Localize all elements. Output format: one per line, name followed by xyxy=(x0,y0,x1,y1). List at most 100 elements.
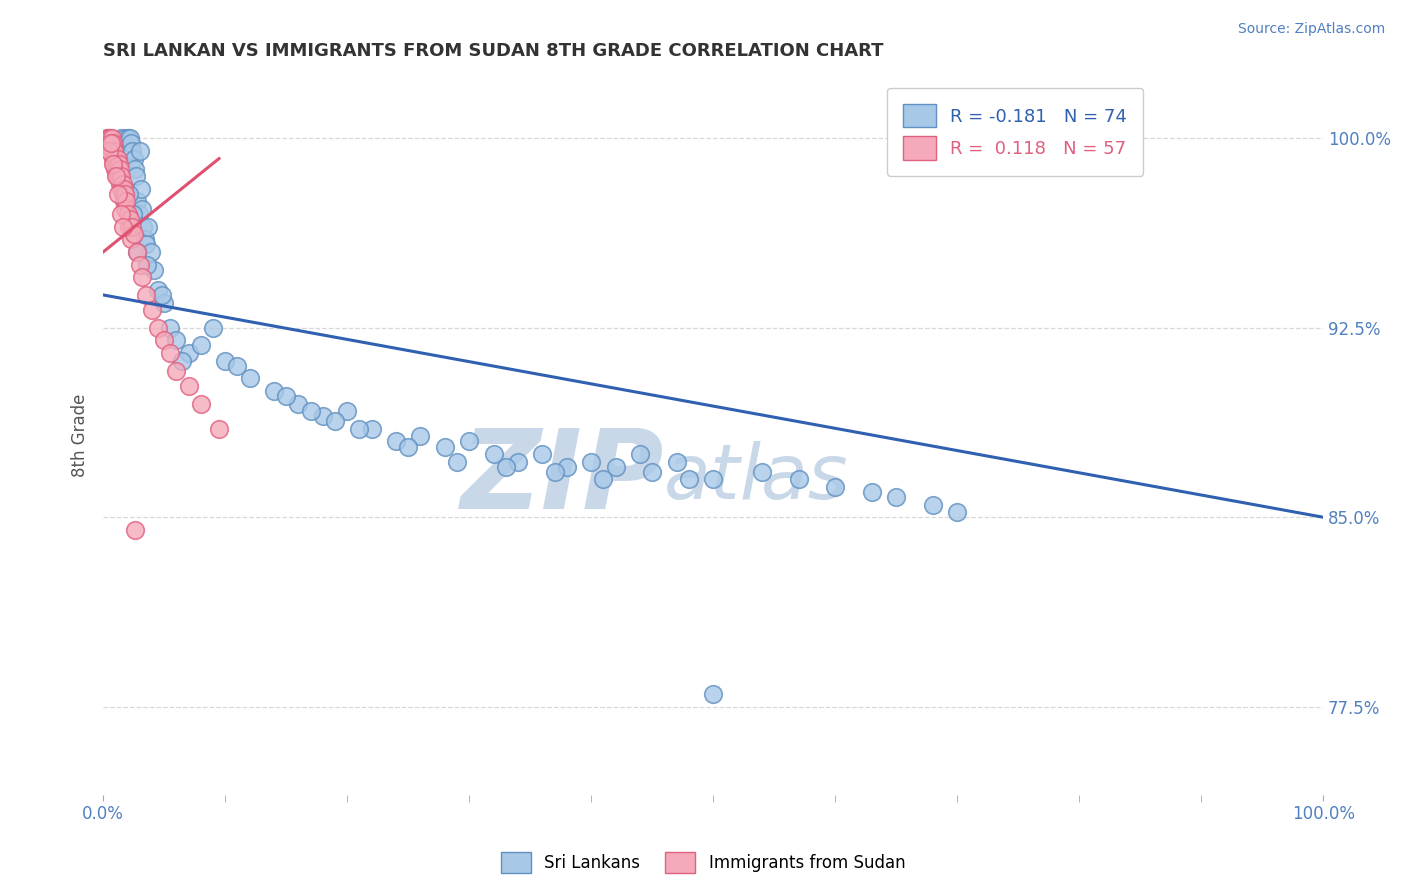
Point xyxy=(101,152,124,166)
Point xyxy=(104,161,127,176)
Point xyxy=(114,186,136,201)
Point xyxy=(287,396,309,410)
Point xyxy=(921,498,943,512)
Point xyxy=(118,144,141,158)
Point xyxy=(506,455,529,469)
Point xyxy=(238,371,260,385)
Point xyxy=(165,364,187,378)
Text: Source: ZipAtlas.com: Source: ZipAtlas.com xyxy=(1237,22,1385,37)
Point xyxy=(125,245,148,260)
Point xyxy=(127,194,149,209)
Point xyxy=(112,194,135,209)
Point xyxy=(336,404,359,418)
Point xyxy=(458,434,481,449)
Point xyxy=(146,283,169,297)
Point xyxy=(385,434,408,449)
Point xyxy=(129,182,152,196)
Point xyxy=(117,131,139,145)
Point xyxy=(172,353,194,368)
Y-axis label: 8th Grade: 8th Grade xyxy=(72,393,89,477)
Point xyxy=(177,346,200,360)
Point xyxy=(150,288,173,302)
Point xyxy=(112,219,135,234)
Point xyxy=(96,131,118,145)
Point xyxy=(446,455,468,469)
Point xyxy=(120,232,142,246)
Point xyxy=(665,455,688,469)
Point xyxy=(433,440,456,454)
Point xyxy=(122,227,145,242)
Point xyxy=(100,144,122,158)
Point xyxy=(396,440,419,454)
Point xyxy=(312,409,335,424)
Point xyxy=(131,270,153,285)
Point xyxy=(134,232,156,246)
Point xyxy=(495,459,517,474)
Point xyxy=(108,169,131,184)
Point xyxy=(299,404,322,418)
Point xyxy=(128,144,150,158)
Point xyxy=(105,169,128,184)
Point xyxy=(136,258,159,272)
Point xyxy=(409,429,432,443)
Point xyxy=(146,320,169,334)
Point xyxy=(131,202,153,216)
Point xyxy=(117,207,139,221)
Point xyxy=(98,131,121,145)
Point xyxy=(107,161,129,176)
Point xyxy=(751,465,773,479)
Point xyxy=(263,384,285,398)
Point xyxy=(884,490,907,504)
Legend: R = -0.181   N = 74, R =  0.118   N = 57: R = -0.181 N = 74, R = 0.118 N = 57 xyxy=(887,87,1143,176)
Point xyxy=(103,156,125,170)
Point xyxy=(177,379,200,393)
Point xyxy=(787,472,810,486)
Point xyxy=(360,422,382,436)
Point xyxy=(121,219,143,234)
Point xyxy=(108,161,131,176)
Point xyxy=(702,687,724,701)
Point xyxy=(101,136,124,151)
Point xyxy=(214,353,236,368)
Point xyxy=(100,131,122,145)
Point xyxy=(118,212,141,227)
Point xyxy=(323,414,346,428)
Point xyxy=(118,131,141,145)
Point xyxy=(118,219,141,234)
Point xyxy=(100,136,122,151)
Point xyxy=(592,472,614,486)
Point xyxy=(139,245,162,260)
Point xyxy=(107,152,129,166)
Point xyxy=(127,245,149,260)
Point xyxy=(108,177,131,191)
Point xyxy=(141,303,163,318)
Point xyxy=(110,207,132,221)
Point xyxy=(104,169,127,184)
Point xyxy=(128,258,150,272)
Point xyxy=(103,156,125,170)
Point xyxy=(824,480,846,494)
Point xyxy=(128,207,150,221)
Legend: Sri Lankans, Immigrants from Sudan: Sri Lankans, Immigrants from Sudan xyxy=(494,846,912,880)
Point xyxy=(115,194,138,209)
Point xyxy=(125,169,148,184)
Point xyxy=(543,465,565,479)
Point xyxy=(104,152,127,166)
Point xyxy=(190,396,212,410)
Point xyxy=(226,359,249,373)
Point xyxy=(122,152,145,166)
Point xyxy=(107,186,129,201)
Point xyxy=(98,136,121,151)
Text: atlas: atlas xyxy=(664,442,849,516)
Point xyxy=(110,169,132,184)
Text: ZIP: ZIP xyxy=(461,425,664,532)
Point xyxy=(124,523,146,537)
Point xyxy=(135,237,157,252)
Point xyxy=(111,186,134,201)
Point xyxy=(108,156,131,170)
Point xyxy=(605,459,627,474)
Point xyxy=(100,144,122,158)
Point xyxy=(100,131,122,145)
Point xyxy=(132,219,155,234)
Point xyxy=(579,455,602,469)
